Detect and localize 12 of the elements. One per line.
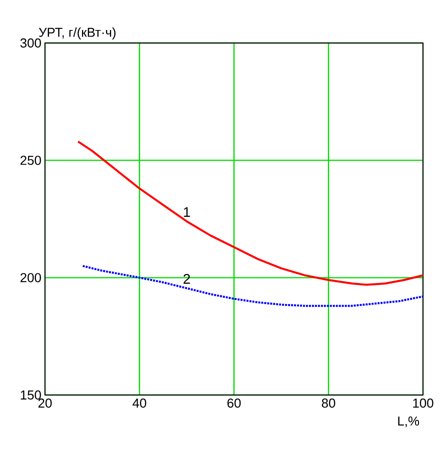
x-tick-label: 100 bbox=[413, 398, 434, 408]
y-axis-title: УРТ, г/(кВт·ч) bbox=[38, 27, 116, 40]
x-tick-label: 20 bbox=[38, 398, 52, 408]
x-tick-label: 80 bbox=[322, 398, 336, 408]
annotation: 1 bbox=[184, 207, 190, 217]
y-tick-label: 200 bbox=[20, 273, 41, 282]
x-tick-label: 40 bbox=[132, 398, 146, 408]
x-tick-label: 60 bbox=[227, 398, 241, 408]
x-axis-title: L,% bbox=[398, 416, 420, 428]
y-tick-label: 150 bbox=[20, 390, 41, 400]
y-tick-label: 250 bbox=[20, 156, 41, 165]
y-tick-label: 300 bbox=[20, 38, 41, 48]
